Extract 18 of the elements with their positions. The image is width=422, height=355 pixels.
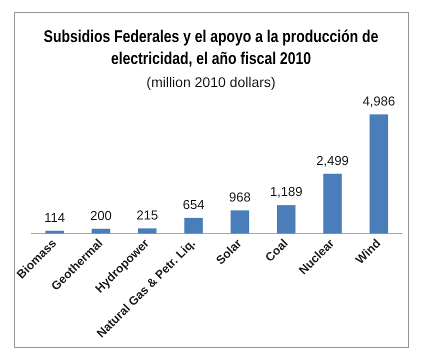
data-label: 2,499 xyxy=(316,152,349,168)
bar xyxy=(276,205,296,234)
bar xyxy=(184,218,203,234)
bar xyxy=(45,230,64,234)
bar xyxy=(370,114,388,234)
data-label: 968 xyxy=(229,189,251,204)
chart-title: Subsidios Federales y el apoyo a la producción de electricidad, el año fiscal 2010 xyxy=(42,26,380,70)
bar xyxy=(138,228,157,234)
bar xyxy=(230,210,250,234)
data-label: 654 xyxy=(182,196,204,212)
data-label: 200 xyxy=(90,208,112,223)
bar xyxy=(323,174,342,234)
data-label: 114 xyxy=(44,210,65,225)
bar xyxy=(92,228,110,234)
data-label: 1,189 xyxy=(270,184,302,200)
chart-subtitle: (million 2010 dollars) xyxy=(145,74,277,90)
data-label: 215 xyxy=(136,207,158,222)
data-label: 4,986 xyxy=(362,93,396,108)
